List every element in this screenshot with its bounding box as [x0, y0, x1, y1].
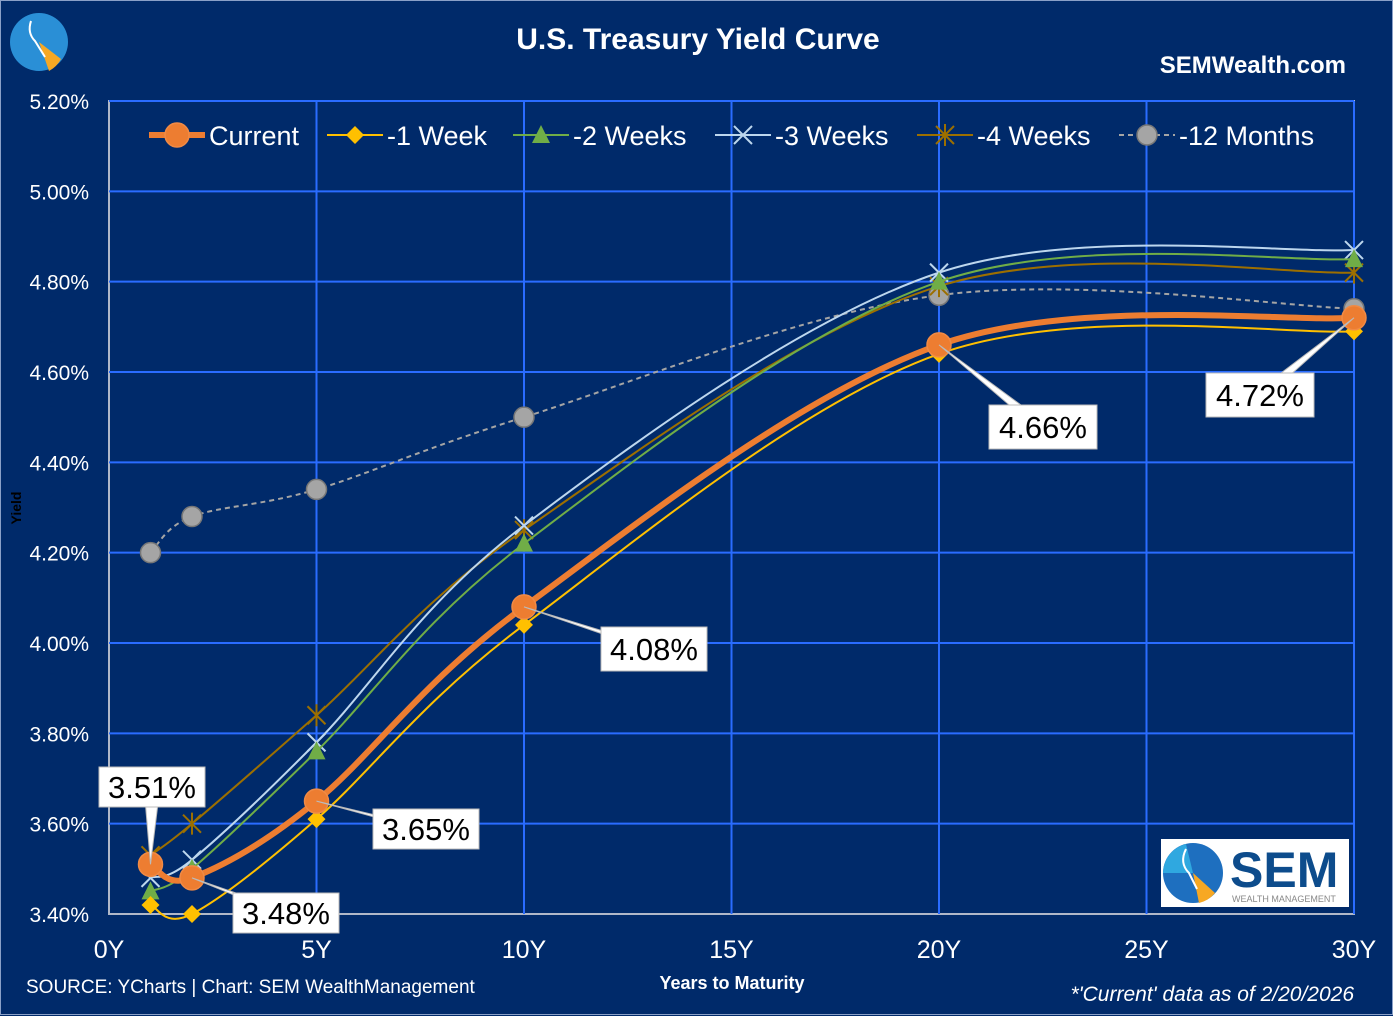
y-tick-label: 4.00%: [29, 633, 89, 656]
logo-text: SEM: [1230, 842, 1338, 898]
y-tick-label: 4.80%: [29, 272, 89, 295]
chart-subtitle: SEMWealth.com: [1160, 52, 1346, 79]
data-label: 3.51%: [108, 770, 196, 805]
data-point: [513, 406, 535, 428]
data-point: [305, 478, 328, 501]
logo-subtext: WEALTH MANAGEMENT: [1232, 894, 1336, 904]
data-point: [515, 615, 533, 634]
x-tick-label: 10Y: [502, 936, 547, 964]
y-axis-label: Yield: [8, 492, 24, 525]
data-point: [1345, 249, 1363, 268]
legend-marker: [532, 125, 550, 143]
x-tick-label: 25Y: [1124, 936, 1169, 964]
series-1-week: [141, 322, 1363, 923]
data-point: [930, 271, 948, 290]
data-point: [139, 541, 162, 564]
series-3-weeks: [140, 240, 1364, 888]
legend-label: -3 Weeks: [775, 121, 889, 151]
series-line: [150, 244, 1355, 879]
data-point: [141, 895, 160, 914]
y-tick-label: 5.20%: [29, 91, 89, 114]
data-point: [515, 533, 533, 552]
series-line: [148, 311, 1355, 884]
callout-box: [232, 892, 340, 934]
sem-logo: SEM WEALTH MANAGEMENT: [1161, 839, 1349, 907]
series-line: [150, 252, 1355, 893]
data-point: [306, 704, 327, 727]
legend-label: -4 Weeks: [977, 121, 1091, 151]
footnote: *'Current' data as of 2/20/2026: [1070, 983, 1354, 1006]
source-note: SOURCE: YCharts | Chart: SEM WealthManag…: [26, 977, 476, 998]
callout-box: [600, 626, 708, 672]
x-tick-label: 20Y: [917, 936, 962, 964]
legend-item: Current: [149, 121, 300, 151]
y-tick-label: 4.60%: [29, 362, 89, 385]
legend-label: -1 Week: [387, 121, 488, 151]
legend-marker: [935, 124, 955, 146]
legend-marker: [1136, 124, 1158, 146]
callout-box: [98, 766, 206, 808]
logo-icon-top: [10, 13, 68, 71]
legend-item: -2 Weeks: [513, 121, 687, 151]
data-label: 4.72%: [1216, 378, 1304, 413]
y-tick-label: 4.40%: [29, 452, 89, 475]
data-label: 3.48%: [242, 896, 330, 931]
legend-marker: [733, 125, 753, 145]
legend-label: -2 Weeks: [573, 121, 687, 151]
callout-box: [1205, 372, 1315, 418]
x-tick-label: 30Y: [1332, 936, 1377, 964]
legend-item: -4 Weeks: [917, 121, 1091, 151]
series-line: [149, 262, 1355, 857]
data-label: 4.08%: [610, 632, 698, 667]
y-tick-label: 5.00%: [29, 181, 89, 204]
x-tick-label: 5Y: [301, 936, 332, 964]
data-point: [183, 905, 201, 923]
data-point: [141, 881, 160, 900]
data-label: 3.65%: [382, 812, 470, 847]
legend-marker: [164, 122, 190, 148]
legend-marker: [346, 126, 364, 144]
series-4-weeks: [140, 261, 1364, 867]
data-point: [181, 505, 203, 528]
data-point: [514, 515, 534, 536]
data-point: [307, 810, 326, 829]
callout-box: [372, 808, 480, 850]
y-tick-label: 3.80%: [29, 723, 89, 746]
data-point: [182, 812, 202, 835]
x-tick-label: 0Y: [94, 936, 125, 964]
callout-box: [988, 404, 1098, 450]
legend-item: -12 Months: [1119, 121, 1314, 151]
x-axis-label: Years to Maturity: [659, 973, 804, 993]
legend-item: -1 Week: [327, 121, 488, 151]
legend-label: Current: [209, 121, 300, 151]
y-tick-label: 4.20%: [29, 543, 89, 566]
legend-item: -3 Weeks: [715, 121, 889, 151]
data-label: 4.66%: [999, 410, 1087, 445]
y-tick-label: 3.60%: [29, 814, 89, 837]
legend-label: -12 Months: [1179, 121, 1314, 151]
series-line: [149, 288, 1355, 554]
x-tick-label: 15Y: [709, 936, 754, 964]
chart-title: U.S. Treasury Yield Curve: [516, 23, 880, 56]
y-tick-label: 3.40%: [29, 904, 89, 927]
series-line: [150, 324, 1355, 920]
data-point: [307, 741, 326, 760]
